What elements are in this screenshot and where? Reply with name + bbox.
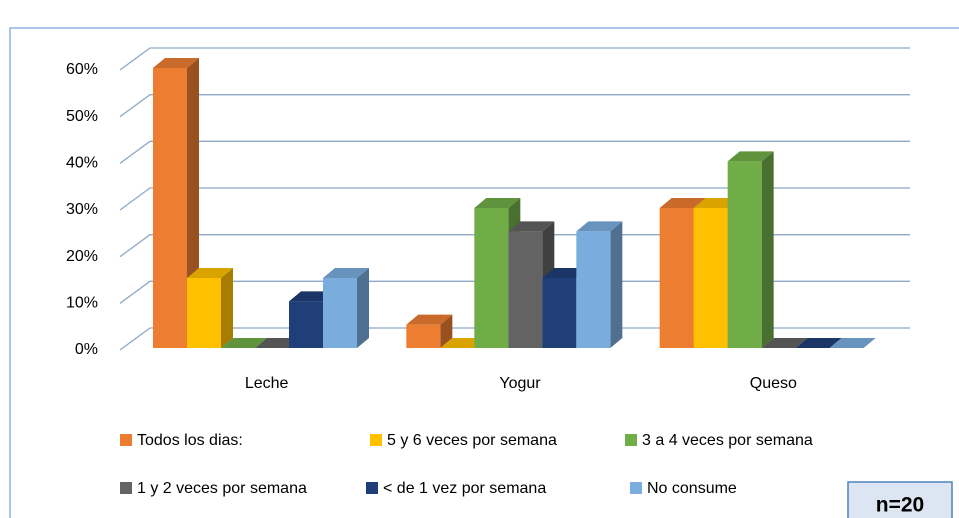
bar-top [576, 221, 623, 232]
y-tick-label: 0% [75, 341, 98, 358]
legend-label: 5 y 6 veces por semana [387, 432, 557, 449]
bar-side [357, 268, 369, 348]
annotation-box [847, 481, 953, 518]
legend-swatch [120, 434, 132, 446]
legend-label: Todos los dias: [137, 432, 243, 449]
bar-top [829, 338, 876, 348]
bar [727, 161, 762, 348]
y-tick-label: 10% [66, 295, 98, 312]
bar [693, 208, 728, 348]
bar [508, 231, 543, 348]
y-tick-label: 60% [66, 61, 98, 78]
legend-swatch [120, 482, 132, 494]
bar [187, 278, 221, 348]
grid-line [119, 47, 910, 71]
bar [153, 68, 187, 348]
bar-top [187, 268, 233, 278]
bar-top [221, 338, 267, 348]
bar [406, 324, 441, 348]
bar [289, 301, 323, 348]
bar-top [153, 58, 199, 68]
bar [659, 208, 694, 348]
grid-line [119, 140, 910, 164]
bar-top [659, 198, 706, 208]
y-tick-label: 40% [66, 155, 98, 172]
bar [542, 278, 577, 348]
bar-side [221, 268, 233, 348]
bar-top [761, 338, 808, 348]
bar [474, 208, 509, 348]
bar [576, 231, 611, 348]
legend-label: No consume [647, 480, 737, 497]
grid-line [119, 234, 910, 258]
y-tick-label: 20% [66, 248, 98, 265]
bar-top [323, 268, 369, 278]
legend-label: < de 1 vez por semana [383, 480, 546, 497]
bar-side [610, 221, 623, 348]
y-tick-label: 50% [66, 108, 98, 125]
legend-label: 1 y 2 veces por semana [137, 480, 307, 497]
grid-line [119, 327, 910, 351]
x-tick-label: Leche [245, 375, 289, 392]
legend-swatch [366, 482, 378, 494]
x-tick-label: Yogur [499, 375, 541, 392]
y-tick-label: 30% [66, 201, 98, 218]
grid-line [119, 187, 910, 211]
annotation: n=20 [876, 494, 924, 517]
legend-swatch [370, 434, 382, 446]
grid-line [119, 280, 910, 304]
legend-swatch [625, 434, 637, 446]
bar [323, 278, 357, 348]
legend-label: 3 a 4 veces por semana [642, 432, 813, 449]
bar-top [795, 338, 842, 348]
bar-side [440, 314, 453, 348]
legend-swatch [630, 482, 642, 494]
bar-side [761, 151, 774, 348]
bar-top [406, 314, 453, 325]
bar-top [727, 151, 774, 162]
bar-top [474, 198, 521, 208]
grid-line [119, 94, 910, 118]
bar-top [508, 221, 555, 232]
x-tick-label: Queso [750, 375, 797, 392]
